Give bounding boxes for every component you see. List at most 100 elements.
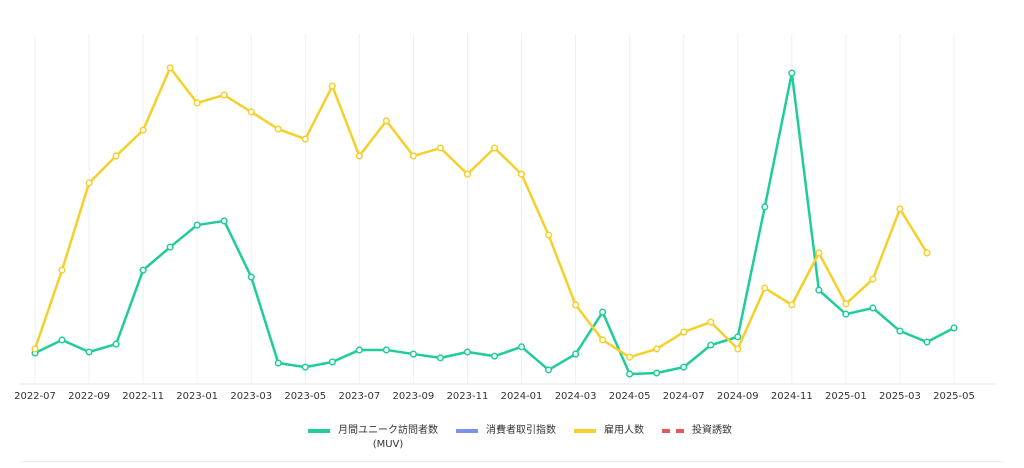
- data-point: [85, 179, 93, 187]
- x-tick-label: 2023-01: [176, 391, 218, 402]
- data-point: [220, 91, 228, 99]
- data-point: [572, 350, 580, 358]
- data-point: [328, 358, 336, 366]
- x-tick-label: 2022-07: [14, 391, 56, 402]
- data-point: [626, 370, 634, 378]
- data-point: [166, 243, 174, 251]
- legend-item[interactable]: 消費者取引指数: [456, 424, 556, 438]
- legend-item[interactable]: 雇用人数: [574, 424, 644, 438]
- data-point: [707, 318, 715, 326]
- data-point: [517, 170, 526, 178]
- data-point: [139, 126, 147, 134]
- legend-swatch: [456, 429, 478, 433]
- x-tick-label: 2024-03: [555, 391, 597, 402]
- data-point: [247, 273, 255, 281]
- data-point: [85, 348, 93, 356]
- data-point: [463, 348, 472, 356]
- x-tick-label: 2025-01: [825, 391, 867, 402]
- data-point: [680, 363, 688, 371]
- x-tick-label: 2024-05: [609, 391, 651, 402]
- data-point: [788, 69, 796, 77]
- data-point: [545, 366, 553, 374]
- data-point: [409, 350, 417, 358]
- data-point: [436, 354, 444, 362]
- legend-swatch: [662, 429, 684, 433]
- legend: 月間ユニーク訪問者数 (MUV) 消費者取引指数 雇用人数 投資誘致: [308, 424, 732, 452]
- series-line: [33, 66, 929, 359]
- legend-label: 投資誘致: [692, 425, 732, 436]
- legend-item[interactable]: 月間ユニーク訪問者数 (MUV): [308, 424, 438, 452]
- data-point: [707, 341, 715, 349]
- data-point: [301, 363, 309, 371]
- data-point: [112, 340, 120, 348]
- data-point: [923, 249, 931, 257]
- x-tick-label: 2023-09: [393, 391, 435, 402]
- data-point: [436, 144, 444, 152]
- data-point: [680, 328, 688, 336]
- legend-label: 消費者取引指数: [486, 425, 556, 436]
- data-point: [382, 117, 390, 125]
- data-point: [517, 343, 526, 351]
- data-point: [896, 205, 904, 213]
- x-tick-label: 2024-01: [501, 391, 543, 402]
- data-point: [58, 336, 66, 344]
- data-point: [274, 359, 282, 367]
- data-point: [815, 249, 823, 257]
- legend-swatch: [308, 429, 330, 433]
- legend-swatch: [574, 429, 596, 433]
- data-point: [896, 327, 904, 335]
- data-point: [166, 64, 174, 72]
- x-tick-label: 2022-11: [122, 391, 164, 402]
- data-point: [139, 266, 147, 274]
- data-point: [382, 346, 390, 354]
- x-tick-label: 2022-09: [68, 391, 110, 402]
- x-tick-label: 2023-07: [338, 391, 380, 402]
- legend-label: 雇用人数: [604, 425, 644, 436]
- data-point: [761, 284, 769, 292]
- data-point: [599, 336, 607, 344]
- data-point: [301, 135, 309, 143]
- data-point: [788, 301, 796, 309]
- data-point: [58, 266, 66, 274]
- data-point: [355, 346, 363, 354]
- legend-label: 月間ユニーク訪問者数 (MUV): [338, 425, 438, 450]
- data-point: [815, 286, 823, 294]
- x-tick-label: 2024-11: [771, 391, 813, 402]
- data-point: [328, 82, 336, 90]
- data-point: [950, 324, 958, 332]
- x-tick-label: 2024-07: [663, 391, 705, 402]
- data-point: [31, 345, 39, 353]
- data-point: [490, 144, 499, 152]
- data-point: [355, 152, 363, 160]
- series-line: [34, 71, 955, 376]
- footer-rule: [20, 461, 1004, 462]
- data-point: [923, 338, 931, 346]
- data-point: [599, 308, 607, 316]
- data-point: [761, 203, 769, 211]
- data-point: [653, 345, 661, 353]
- data-point: [653, 369, 661, 377]
- data-point: [112, 152, 120, 160]
- data-point: [842, 310, 850, 318]
- legend-item[interactable]: 投資誘致: [662, 424, 732, 438]
- data-point: [409, 152, 417, 160]
- data-point: [734, 345, 742, 353]
- data-point: [572, 301, 580, 309]
- data-point: [626, 353, 634, 361]
- data-point: [842, 300, 850, 308]
- data-point: [274, 125, 282, 133]
- data-point: [869, 275, 877, 283]
- data-point: [869, 304, 877, 312]
- x-tick-label: 2023-05: [284, 391, 326, 402]
- data-point: [490, 352, 499, 360]
- data-point: [545, 231, 553, 239]
- data-point: [463, 170, 472, 178]
- data-point: [193, 99, 201, 107]
- data-point: [193, 221, 201, 229]
- data-point: [247, 108, 255, 116]
- x-tick-label: 2025-03: [879, 391, 921, 402]
- data-point: [734, 333, 742, 341]
- data-point: [220, 217, 228, 225]
